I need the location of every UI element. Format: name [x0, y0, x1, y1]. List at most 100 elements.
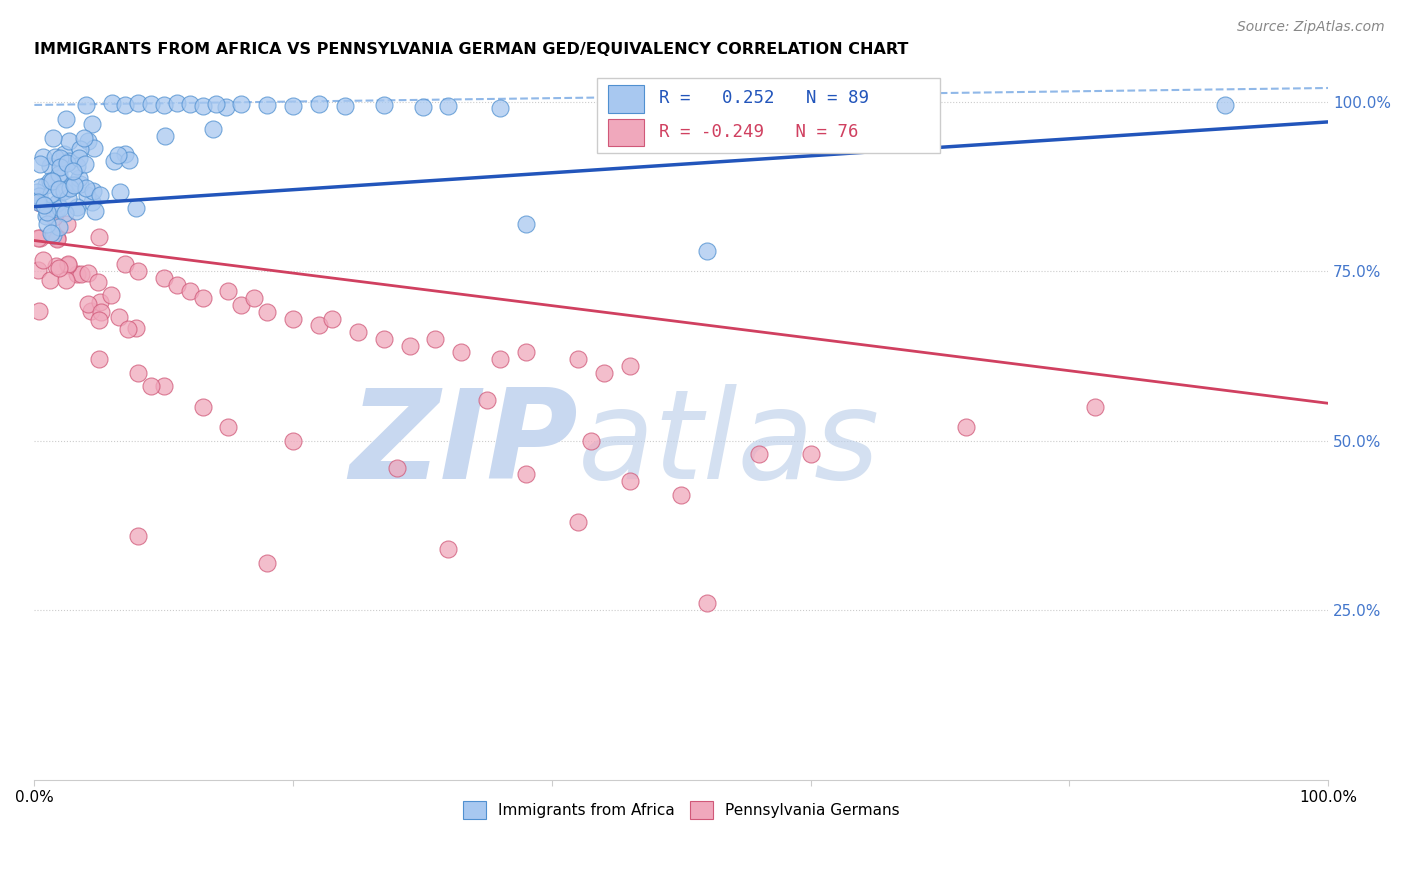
Point	[32, 252, 55, 267]
Point	[1213, 98, 1236, 112]
Point	[100, 288, 122, 302]
Point	[696, 596, 718, 610]
Point	[45, 231, 67, 245]
Point	[25, 185, 48, 199]
Point	[84, 203, 107, 218]
Point	[30, 195, 52, 210]
Point	[346, 325, 368, 339]
Point	[32, 150, 55, 164]
Point	[39, 272, 62, 286]
Point	[65, 203, 87, 218]
Point	[75, 181, 97, 195]
Point	[27, 193, 49, 207]
Point	[166, 277, 188, 292]
Point	[333, 99, 356, 113]
Point	[37, 217, 59, 231]
Point	[53, 185, 76, 199]
Point	[55, 217, 77, 231]
Point	[256, 98, 278, 112]
Point	[166, 95, 188, 110]
Point	[567, 352, 589, 367]
Point	[82, 184, 104, 198]
Point	[49, 202, 72, 216]
FancyBboxPatch shape	[607, 119, 644, 146]
Point	[579, 434, 602, 448]
Point	[153, 129, 176, 144]
Point	[152, 270, 174, 285]
Point	[114, 98, 136, 112]
Point	[373, 332, 395, 346]
Point	[215, 99, 238, 113]
Point	[489, 101, 512, 115]
Point	[48, 182, 70, 196]
Point	[45, 232, 67, 246]
Point	[46, 196, 69, 211]
Point	[27, 194, 49, 209]
Legend: Immigrants from Africa, Pennsylvania Germans: Immigrants from Africa, Pennsylvania Ger…	[457, 795, 905, 825]
Point	[696, 244, 718, 258]
Point	[42, 227, 65, 242]
Point	[139, 379, 162, 393]
Point	[204, 96, 226, 111]
Point	[231, 298, 253, 312]
Point	[45, 259, 67, 273]
Point	[49, 185, 72, 199]
Point	[373, 98, 395, 112]
Point	[44, 150, 66, 164]
Point	[114, 147, 136, 161]
Point	[515, 345, 537, 359]
Point	[69, 267, 91, 281]
Point	[179, 285, 201, 299]
Text: Source: ZipAtlas.com: Source: ZipAtlas.com	[1237, 20, 1385, 34]
Point	[42, 131, 65, 145]
Point	[56, 257, 79, 271]
Point	[75, 156, 97, 170]
Point	[308, 97, 330, 112]
Point	[67, 170, 90, 185]
Point	[127, 528, 149, 542]
Point	[35, 178, 58, 193]
Point	[107, 148, 129, 162]
Point	[66, 267, 89, 281]
Point	[619, 359, 641, 373]
Point	[58, 134, 80, 148]
Point	[139, 96, 162, 111]
Point	[67, 151, 90, 165]
Point	[48, 220, 70, 235]
Point	[77, 297, 100, 311]
Point	[53, 146, 76, 161]
Point	[748, 447, 770, 461]
Point	[117, 322, 139, 336]
Point	[39, 226, 62, 240]
Point	[101, 95, 124, 110]
Point	[127, 95, 149, 110]
Point	[191, 400, 214, 414]
Point	[281, 311, 304, 326]
Point	[243, 291, 266, 305]
Point	[66, 159, 89, 173]
Point	[217, 420, 239, 434]
Point	[800, 447, 823, 461]
Point	[281, 98, 304, 112]
Point	[69, 142, 91, 156]
Point	[87, 276, 110, 290]
Point	[62, 164, 84, 178]
Point	[477, 392, 499, 407]
Point	[127, 366, 149, 380]
Point	[385, 460, 408, 475]
Point	[89, 294, 111, 309]
Point	[48, 161, 70, 175]
FancyBboxPatch shape	[607, 86, 644, 112]
Point	[53, 206, 76, 220]
Point	[77, 267, 100, 281]
Point	[619, 475, 641, 489]
Point	[38, 159, 60, 173]
Point	[127, 264, 149, 278]
Point	[48, 167, 70, 181]
Point	[191, 98, 214, 112]
Point	[515, 467, 537, 482]
Point	[41, 173, 63, 187]
Point	[35, 205, 58, 219]
Point	[56, 191, 79, 205]
Point	[114, 257, 136, 271]
